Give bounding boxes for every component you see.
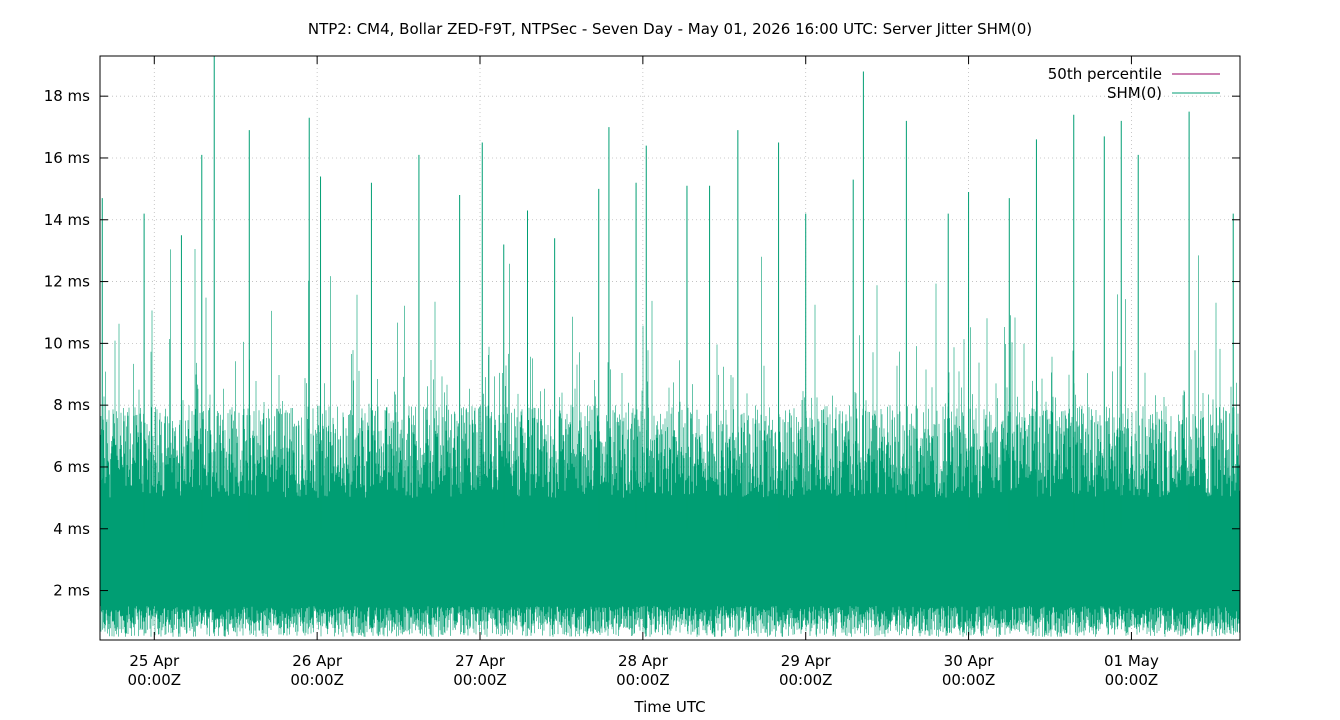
plot-border [99,55,1241,641]
y-tick-label: 8 ms [53,396,90,414]
x-tick-label-time: 00:00Z [779,671,833,689]
x-tick-label-date: 29 Apr [781,652,832,670]
x-tick-label-date: 26 Apr [292,652,343,670]
x-tick-label-date: 30 Apr [944,652,995,670]
y-tick-label: 18 ms [44,87,90,105]
x-tick-label-date: 25 Apr [129,652,180,670]
legend: 50th percentile SHM(0) [1048,65,1220,102]
x-axis-title: Time UTC [633,698,705,716]
axes: 2 ms 4 ms 6 ms 8 ms 10 ms 12 ms 14 ms 16 ms 18 m… [44,55,1241,689]
y-tick-label: 4 ms [53,520,90,538]
y-tick-label: 6 ms [53,458,90,476]
x-tick-label-time: 00:00Z [290,671,344,689]
y-tick-label: 10 ms [44,334,90,352]
y-tick-label: 16 ms [44,149,90,167]
legend-label-shm0: SHM(0) [1107,84,1162,102]
x-tick-label-time: 00:00Z [942,671,996,689]
shm0-trace [100,249,1240,637]
x-tick-label-date: 28 Apr [618,652,669,670]
x-tick-label-date: 27 Apr [455,652,506,670]
y-tick-label: 12 ms [44,273,90,291]
y-tick-label: 2 ms [53,582,90,600]
chart-title: NTP2: CM4, Bollar ZED-F9T, NTPSec - Seve… [308,20,1032,38]
x-tick-label-time: 00:00Z [128,671,182,689]
x-tick-label-date: 01 May [1104,652,1159,670]
x-tick-label-time: 00:00Z [616,671,670,689]
shm-series-trace [100,56,1240,637]
x-tick-label-time: 00:00Z [1105,671,1159,689]
x-tick-label-time: 00:00Z [453,671,507,689]
legend-label-50th-percentile: 50th percentile [1048,65,1162,83]
y-tick-label: 14 ms [44,211,90,229]
